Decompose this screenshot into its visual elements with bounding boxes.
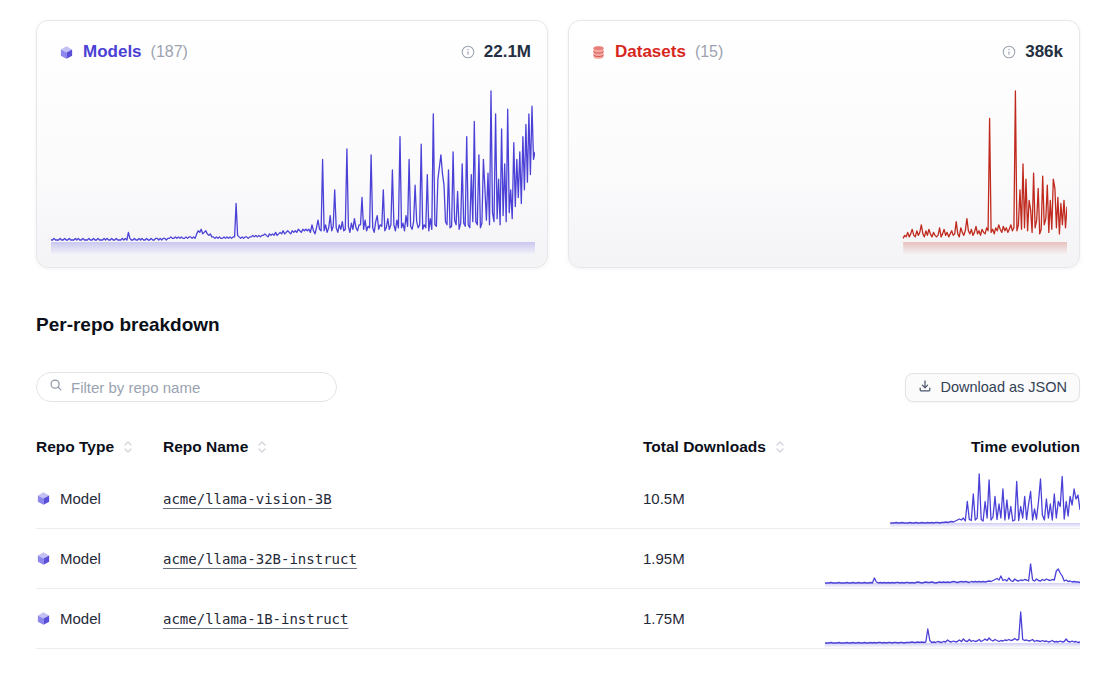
download-json-button[interactable]: Download as JSON [905, 373, 1080, 402]
repo-name-cell: acme/llama-32B-instruct [163, 550, 643, 568]
datasets-card-header: Datasets (15) 386k [583, 42, 1065, 62]
datasets-card-title: Datasets [615, 42, 686, 62]
time-evolution-cell [825, 531, 1080, 588]
models-card: Models (187) 22.1M [36, 20, 548, 268]
time-evolution-cell [825, 591, 1080, 648]
datasets-count: (15) [695, 43, 723, 61]
repo-link[interactable]: acme/llama-32B-instruct [163, 551, 357, 567]
models-total-downloads: 22.1M [484, 42, 531, 62]
repo-type-cell: Model [36, 550, 163, 567]
repo-filter[interactable] [36, 372, 337, 402]
repo-sparkline [825, 531, 1080, 588]
repo-type-cell: Model [36, 610, 163, 627]
cube-icon [36, 551, 51, 566]
cube-icon [59, 45, 74, 60]
repo-link[interactable]: acme/llama-vision-3B [163, 491, 332, 507]
models-chart [51, 81, 535, 259]
total-downloads-cell: 1.95M [643, 550, 825, 567]
table-header-row: Repo Type Repo Name Total Downloads Time… [36, 438, 1080, 456]
search-icon [49, 378, 63, 396]
table-row: Modelacme/llama-32B-instruct 1.95M [36, 529, 1080, 589]
models-card-title: Models [83, 42, 142, 62]
header-time-evolution: Time evolution [825, 438, 1080, 456]
repo-type-cell: Model [36, 490, 163, 507]
sort-icon[interactable] [775, 439, 785, 455]
table-body: Modelacme/llama-vision-3B10.5MModelacme/… [36, 469, 1080, 649]
table-row: Modelacme/llama-vision-3B 10.5M [36, 469, 1080, 529]
datasets-card: Datasets (15) 386k [568, 20, 1080, 268]
datasets-chart [583, 81, 1067, 259]
repo-filter-input[interactable] [71, 379, 324, 396]
header-repo-type[interactable]: Repo Type [36, 438, 163, 456]
repo-sparkline [825, 471, 1080, 528]
repo-sparkline [825, 591, 1080, 648]
sort-icon[interactable] [123, 439, 133, 455]
info-icon[interactable] [1002, 45, 1017, 60]
datasets-total-downloads: 386k [1025, 42, 1063, 62]
header-repo-name[interactable]: Repo Name [163, 438, 643, 456]
table-row: Modelacme/llama-1B-instruct 1.75M [36, 589, 1080, 649]
section-title: Per-repo breakdown [36, 314, 1080, 336]
total-downloads-cell: 1.75M [643, 610, 825, 627]
models-count: (187) [151, 43, 188, 61]
header-total-downloads[interactable]: Total Downloads [643, 438, 825, 456]
download-json-label: Download as JSON [940, 379, 1067, 395]
repo-name-cell: acme/llama-1B-instruct [163, 610, 643, 628]
cube-icon [36, 491, 51, 506]
sort-icon[interactable] [257, 439, 267, 455]
downloads-dashboard: Models (187) 22.1M [0, 0, 1120, 649]
repo-link[interactable]: acme/llama-1B-instruct [163, 611, 348, 627]
models-card-header: Models (187) 22.1M [51, 42, 533, 62]
cube-icon [36, 611, 51, 626]
summary-cards: Models (187) 22.1M [36, 20, 1080, 268]
database-icon [591, 45, 606, 60]
download-icon [918, 379, 932, 396]
table-controls: Download as JSON [36, 372, 1080, 402]
repo-table: Repo Type Repo Name Total Downloads Time… [36, 438, 1080, 649]
info-icon[interactable] [461, 45, 476, 60]
time-evolution-cell [825, 471, 1080, 528]
total-downloads-cell: 10.5M [643, 490, 825, 507]
repo-name-cell: acme/llama-vision-3B [163, 490, 643, 508]
